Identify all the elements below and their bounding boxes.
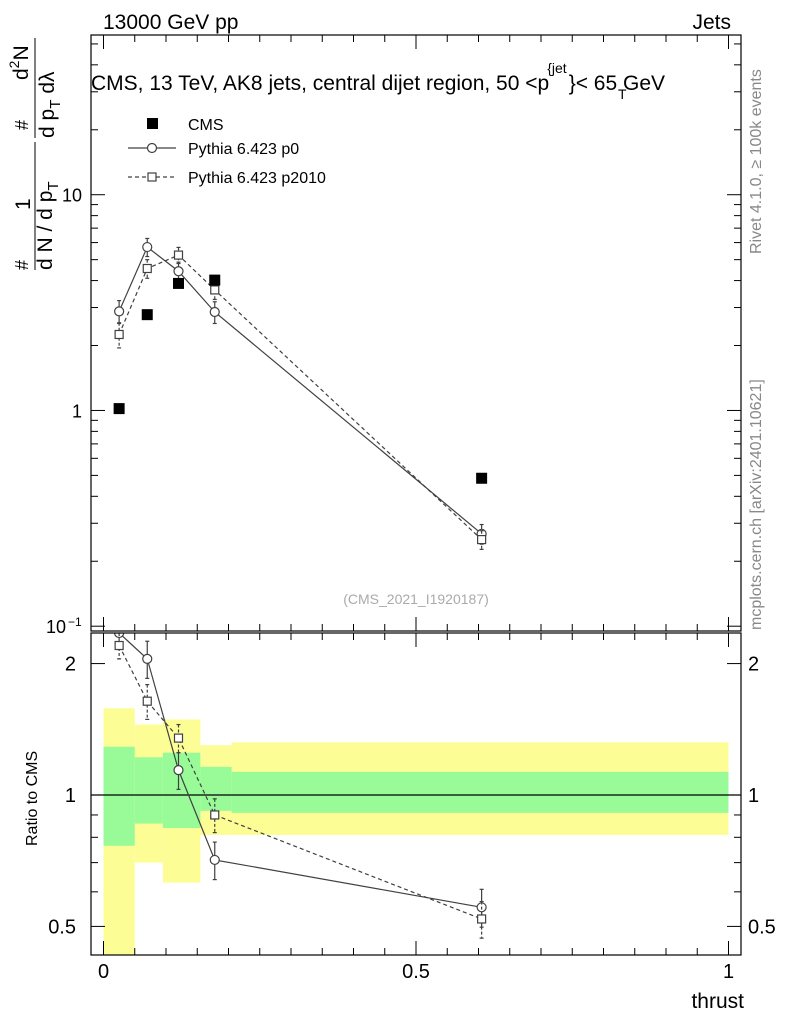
ylabel-frac-den: d pTdλ: [36, 71, 64, 138]
ratio-xtick-label: 0: [98, 961, 109, 983]
x-axis-label: thrust: [691, 990, 744, 1013]
data-point-cms: [173, 277, 184, 289]
data-point-p2010: [173, 250, 184, 260]
data-point-p0: [173, 765, 184, 776]
main-ytick-label-exp: −1: [68, 615, 82, 629]
data-point-p2010: [477, 534, 487, 545]
data-point-p0: [114, 306, 125, 317]
ratio-xtick-label: 1: [723, 961, 734, 983]
ratio-xtick-label: 0.5: [402, 961, 430, 983]
ratio-ytick-label-left: 1: [65, 785, 76, 807]
data-point-p2010: [210, 285, 220, 295]
data-point-p0: [209, 854, 220, 866]
ratio-band-inner: [231, 771, 729, 813]
data-point-p2010: [142, 263, 152, 274]
data-point-p0: [142, 241, 153, 253]
main-title-subscript: T: [618, 86, 627, 102]
data-point-p0: [142, 653, 153, 664]
ratio-band-inner: [200, 766, 232, 811]
ylabel-hash1: #: [12, 260, 32, 270]
main-ytick-label: 1: [72, 401, 82, 421]
analysis-watermark: (CMS_2021_I1920187): [343, 591, 489, 607]
ratio-ylabel: Ratio to CMS: [24, 751, 41, 846]
data-point-cms: [141, 309, 153, 321]
header-left: 13000 GeV pp: [103, 11, 238, 34]
legend-cms-marker: [147, 118, 158, 129]
legend-p2010-marker: [147, 172, 157, 182]
header-right: Jets: [692, 11, 731, 34]
main-plot-content: [113, 237, 488, 550]
mcplots-label: mcplots.cern.ch [arXiv:2401.10621]: [748, 379, 765, 630]
ratio-ytick-label-right: 2: [748, 654, 759, 676]
ratio-ytick-label-left: 0.5: [48, 916, 76, 938]
data-point-p2010: [477, 914, 487, 924]
series-line: [118, 246, 483, 535]
data-point-p2010: [210, 810, 220, 820]
data-point-cms: [209, 274, 221, 286]
ratio-plot-content: [114, 633, 487, 939]
ratio-ytick-label-right: 0.5: [748, 916, 776, 938]
legend-p0-label: Pythia 6.423 p0: [188, 141, 299, 158]
ratio-bands: [91, 708, 741, 955]
data-point-p2010: [142, 696, 152, 706]
legend: CMS Pythia 6.423 p0 Pythia 6.423 p2010: [128, 117, 326, 187]
ylabel-text: d N / d pT: [34, 181, 62, 270]
data-point-cms: [113, 403, 125, 415]
rivet-label: Rivet 4.1.0, ≥ 100k events: [748, 69, 765, 254]
main-ylabel: d N / d pT 1 # d pTdλ # d2N: [6, 38, 64, 270]
legend-cms-label: CMS: [188, 117, 224, 134]
main-ytick-label: 10: [46, 617, 66, 637]
ylabel-frac-num: d2N: [6, 45, 33, 80]
data-point-p0: [209, 306, 220, 318]
data-point-p2010: [114, 329, 124, 340]
data-point-p0: [173, 266, 184, 277]
ratio-band-inner: [103, 746, 135, 846]
ratio-band-inner: [134, 757, 163, 824]
legend-p0-marker: [146, 142, 158, 154]
series-line: [118, 254, 483, 541]
data-point-p2010: [173, 733, 184, 743]
main-title: CMS, 13 TeV, AK8 jets, central dijet reg…: [91, 60, 665, 95]
main-ytick-label: 10: [62, 186, 82, 206]
ratio-band-inner: [162, 752, 201, 829]
data-point-cms: [476, 472, 488, 484]
ratio-ytick-label-left: 2: [65, 654, 76, 676]
legend-p2010-label: Pythia 6.423 p2010: [188, 170, 326, 187]
ratio-ytick-label-right: 1: [748, 785, 759, 807]
ratio-axis-ticks: 2 2 1 1 0.5 0.5 0 0.5 1: [48, 633, 776, 983]
ylabel-hash2: #: [12, 120, 32, 130]
data-point-p2010: [114, 640, 124, 651]
ylabel-num: 1: [12, 198, 35, 210]
